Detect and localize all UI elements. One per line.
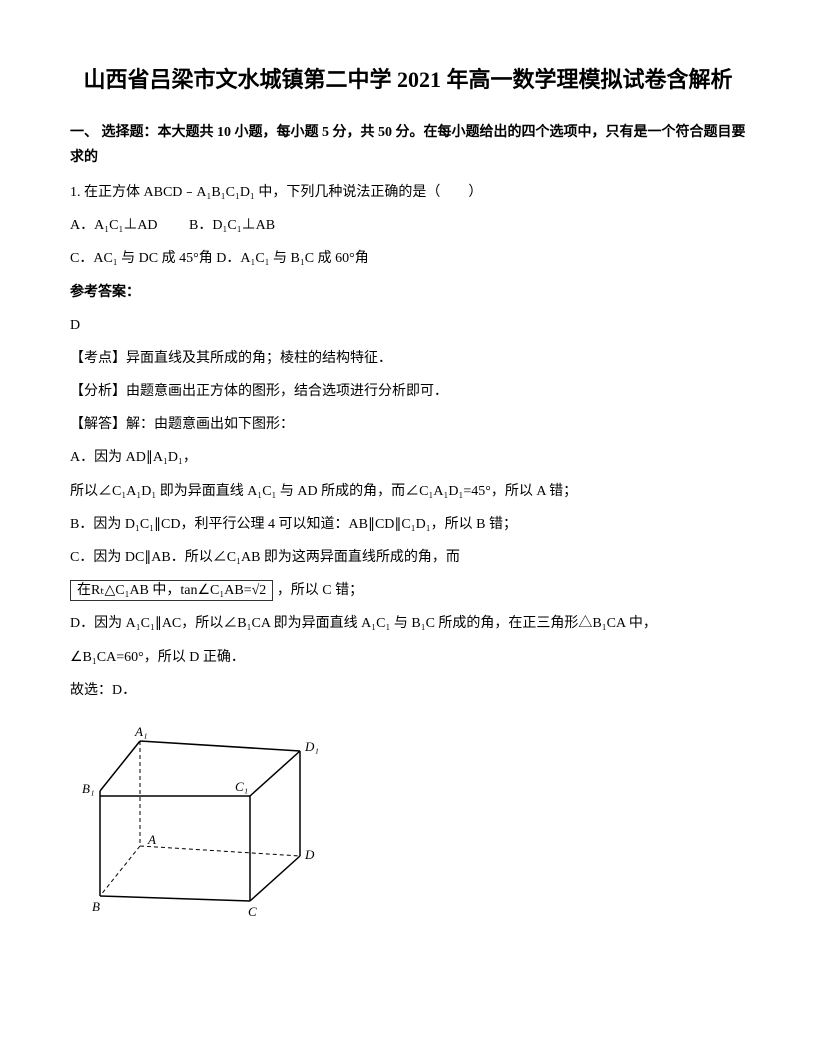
cube-label-b: B bbox=[92, 899, 100, 914]
cube-label-c1: C₁ bbox=[235, 779, 248, 794]
question-options-row2: C．AC₁ 与 DC 成 45°角 D．A₁C₁ 与 B₁C 成 60°角 bbox=[70, 246, 746, 271]
step-a2: 所以∠C₁A₁D₁ 即为异面直线 A₁C₁ 与 AD 所成的角，而∠C₁A₁D₁… bbox=[70, 479, 746, 504]
kaodian: 【考点】异面直线及其所成的角；棱柱的结构特征． bbox=[70, 346, 746, 371]
option-a: A．A₁C₁⊥AD bbox=[70, 218, 158, 233]
page-title: 山西省吕梁市文水城镇第二中学 2021 年高一数学理模拟试卷含解析 bbox=[70, 60, 746, 100]
guxuan: 故选：D． bbox=[70, 678, 746, 703]
step-c2-post: ，所以 C 错； bbox=[277, 583, 363, 598]
cube-label-a1: A₁ bbox=[134, 724, 147, 739]
step-a1: A．因为 AD∥A₁D₁， bbox=[70, 445, 746, 470]
cube-label-c: C bbox=[248, 904, 257, 919]
jieda: 【解答】解：由题意画出如下图形： bbox=[70, 412, 746, 437]
section-header: 一、 选择题：本大题共 10 小题，每小题 5 分，共 50 分。在每小题给出的… bbox=[70, 120, 746, 170]
step-c2: 在Rₜ△C₁AB 中，tan∠C₁AB=√2 ，所以 C 错； bbox=[70, 578, 746, 603]
step-d2: ∠B₁CA=60°，所以 D 正确． bbox=[70, 645, 746, 670]
answer-value: D bbox=[70, 313, 746, 338]
step-b: B．因为 D₁C₁∥CD，利平行公理 4 可以知道：AB∥CD∥C₁D₁，所以 … bbox=[70, 512, 746, 537]
option-c: C．AC₁ 与 DC 成 45°角 bbox=[70, 251, 213, 266]
answer-label: 参考答案： bbox=[70, 280, 746, 305]
cube-label-d1: D₁ bbox=[304, 739, 319, 754]
option-d: D．A₁C₁ 与 B₁C 成 60°角 bbox=[216, 251, 368, 266]
fenxi: 【分析】由题意画出正方体的图形，结合选项进行分析即可． bbox=[70, 379, 746, 404]
question-options-row1: A．A₁C₁⊥AD B．D₁C₁⊥AB bbox=[70, 213, 746, 238]
cube-diagram: A₁ D₁ C₁ B₁ A D C B bbox=[70, 721, 350, 921]
option-b: B．D₁C₁⊥AB bbox=[189, 218, 275, 233]
step-c1: C．因为 DC∥AB．所以∠C₁AB 即为这两异面直线所成的角，而 bbox=[70, 545, 746, 570]
step-d1: D．因为 A₁C₁∥AC，所以∠B₁CA 即为异面直线 A₁C₁ 与 B₁C 所… bbox=[70, 611, 746, 636]
math-box: 在Rₜ△C₁AB 中，tan∠C₁AB=√2 bbox=[70, 580, 273, 601]
cube-label-b1: B₁ bbox=[82, 781, 94, 796]
cube-label-d: D bbox=[304, 847, 315, 862]
question-stem: 1. 在正方体 ABCD﹣A₁B₁C₁D₁ 中，下列几种说法正确的是（ ） bbox=[70, 180, 746, 205]
cube-label-a: A bbox=[147, 832, 156, 847]
